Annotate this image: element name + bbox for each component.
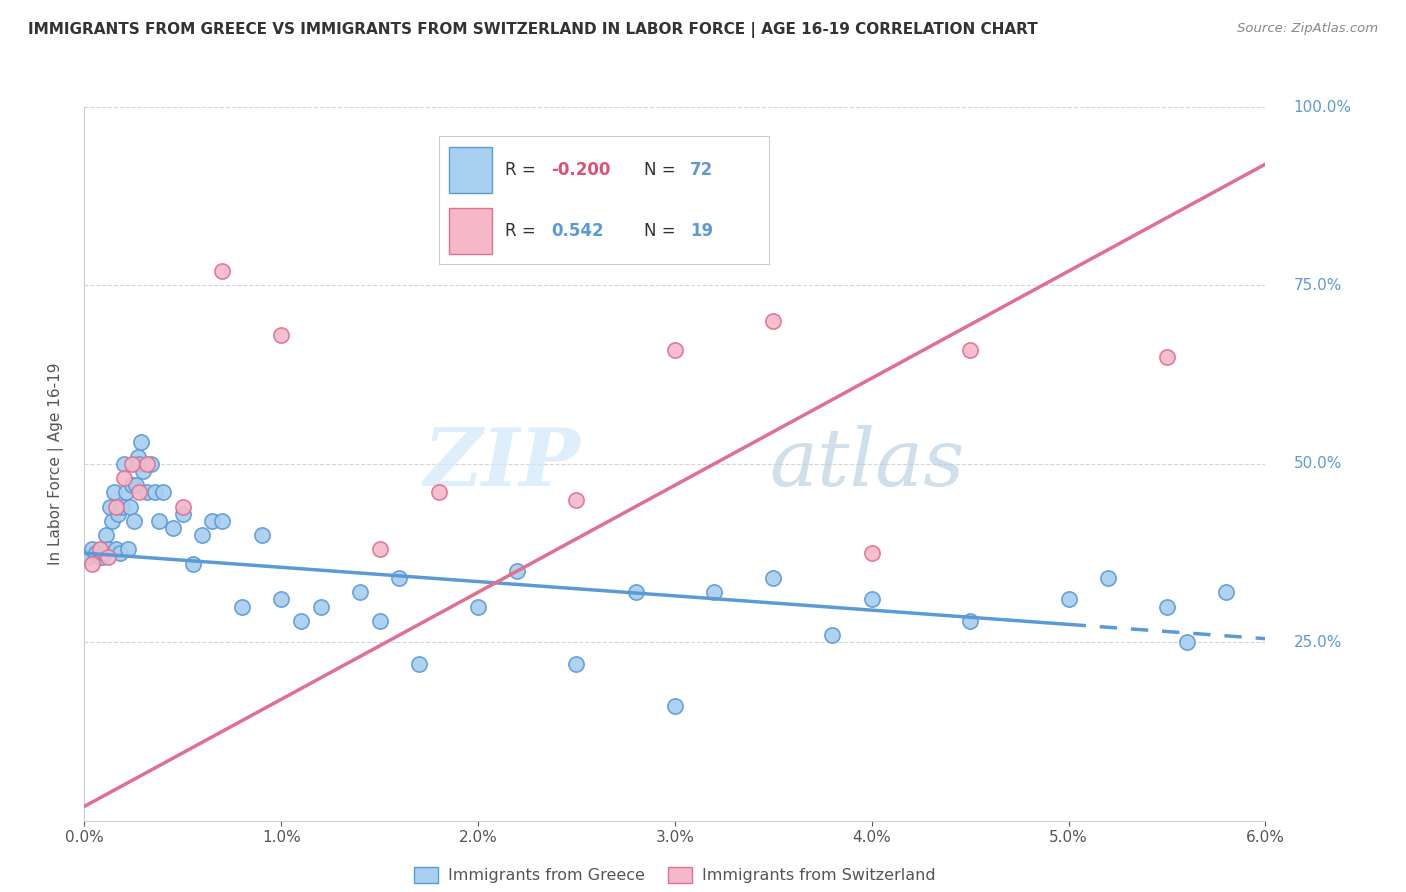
Point (191, 528, 214, 542)
Point (1057, 592, 1080, 607)
Point (111, 500, 134, 514)
Point (131, 435, 153, 450)
Point (467, 599, 489, 614)
Point (270, 328, 292, 343)
Point (368, 542, 391, 557)
Point (506, 564, 529, 578)
Point (89, 549, 111, 564)
Point (762, 571, 785, 585)
Text: 50.0%: 50.0% (1294, 457, 1341, 471)
Point (82, 542, 104, 557)
Point (408, 657, 430, 671)
Point (77, 549, 100, 564)
Point (664, 699, 686, 714)
Point (703, 585, 725, 599)
Point (104, 500, 127, 514)
Point (93, 546, 115, 560)
Point (427, 485, 450, 500)
Point (124, 478, 146, 492)
Point (290, 614, 312, 628)
Point (122, 514, 145, 528)
Point (172, 507, 194, 521)
Point (141, 457, 163, 471)
Point (172, 500, 194, 514)
Point (128, 457, 150, 471)
Point (309, 599, 332, 614)
Point (98, 500, 121, 514)
Point (118, 500, 141, 514)
Text: 25.0%: 25.0% (1294, 635, 1341, 649)
Point (128, 485, 150, 500)
Point (104, 542, 127, 557)
Point (107, 507, 129, 521)
Point (91, 549, 114, 564)
Point (94, 528, 117, 542)
Point (1156, 599, 1178, 614)
Point (349, 585, 371, 599)
Point (565, 657, 588, 671)
Point (136, 485, 159, 500)
Point (97, 542, 120, 557)
Text: IMMIGRANTS FROM GREECE VS IMMIGRANTS FROM SWITZERLAND IN LABOR FORCE | AGE 16-19: IMMIGRANTS FROM GREECE VS IMMIGRANTS FRO… (28, 22, 1038, 38)
Text: 100.0%: 100.0% (1294, 100, 1351, 114)
Point (108, 546, 131, 560)
Point (143, 485, 166, 500)
Point (84, 546, 107, 560)
Legend: Immigrants from Greece, Immigrants from Switzerland: Immigrants from Greece, Immigrants from … (406, 859, 943, 891)
Point (1097, 571, 1119, 585)
Point (1215, 585, 1237, 599)
Point (860, 592, 883, 607)
Point (250, 528, 273, 542)
Point (121, 478, 143, 492)
Point (148, 514, 170, 528)
Point (860, 546, 883, 560)
Point (959, 614, 981, 628)
Text: ZIP: ZIP (423, 425, 581, 502)
Point (565, 492, 588, 507)
Text: 75.0%: 75.0% (1294, 278, 1341, 293)
Point (959, 343, 981, 357)
Point (231, 599, 253, 614)
Point (132, 464, 155, 478)
Point (1156, 350, 1178, 364)
Point (152, 485, 174, 500)
Point (103, 485, 125, 500)
Point (73, 549, 96, 564)
Point (136, 457, 159, 471)
Text: Source: ZipAtlas.com: Source: ZipAtlas.com (1237, 22, 1378, 36)
Point (201, 514, 224, 528)
Point (270, 592, 292, 607)
Point (112, 471, 135, 485)
Point (101, 514, 124, 528)
Point (181, 557, 204, 571)
Point (114, 485, 136, 500)
Point (121, 457, 143, 471)
Point (211, 514, 233, 528)
Point (1175, 635, 1198, 649)
Point (211, 264, 233, 278)
Point (97, 549, 120, 564)
Point (89, 542, 111, 557)
Point (112, 457, 135, 471)
Point (162, 521, 184, 535)
Point (821, 628, 844, 642)
Point (82, 557, 104, 571)
Point (368, 614, 391, 628)
Text: atlas: atlas (769, 425, 965, 502)
Y-axis label: In Labor Force | Age 16-19: In Labor Force | Age 16-19 (48, 362, 63, 566)
Point (762, 314, 785, 328)
Point (664, 343, 686, 357)
Point (117, 542, 139, 557)
Point (388, 571, 411, 585)
Point (127, 450, 149, 464)
Point (624, 585, 647, 599)
